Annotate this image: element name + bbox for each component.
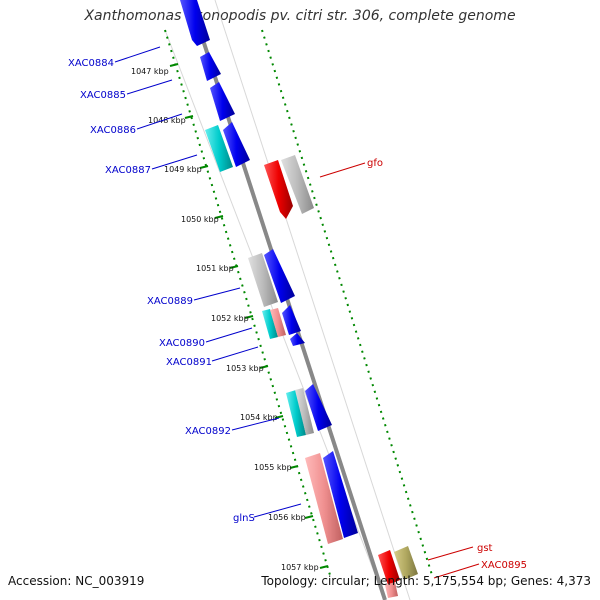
gene-label-glns: glnS [233, 513, 255, 524]
gene-feature-pink [270, 308, 286, 337]
gene-feature-red [378, 550, 400, 585]
kbp-label: 1056 kbp [268, 513, 306, 522]
gene-feature-blue [223, 122, 250, 167]
gene-label-connector [253, 503, 302, 518]
kbp-label: 1050 kbp [181, 215, 219, 224]
gene-feature-pink [385, 582, 398, 598]
major-tick [214, 215, 224, 219]
major-tick [304, 515, 314, 519]
gene-label-xac0887: XAC0887 [105, 165, 151, 176]
gene-label-gfo: gfo [367, 158, 383, 169]
gene-feature-blue [210, 82, 235, 121]
gene-feature-olive [394, 546, 418, 580]
gene-label-xac0884: XAC0884 [68, 58, 114, 69]
gene-label-connector [319, 162, 366, 178]
major-tick [289, 465, 299, 469]
gene-label-connector [151, 154, 198, 170]
gene-label-xac0886: XAC0886 [90, 125, 136, 136]
gene-feature-gray [295, 388, 314, 435]
gene-label-xac0892: XAC0892 [185, 426, 231, 437]
major-tick [169, 63, 179, 67]
gene-label-connector [126, 79, 173, 95]
gene-feature-cyan [205, 125, 233, 172]
gene-label-connector [136, 113, 183, 130]
gene-label-connector [114, 46, 161, 63]
gene-label-connector [193, 287, 241, 301]
gene-label-xac0890: XAC0890 [159, 338, 205, 349]
gene-label-gst: gst [477, 543, 493, 554]
major-tick [244, 315, 254, 319]
kbp-label: 1051 kbp [196, 264, 234, 273]
major-tick [199, 165, 209, 169]
kbp-label: 1047 kbp [131, 67, 169, 76]
gene-feature-cyan [262, 309, 278, 339]
gene-feature-blue [180, 0, 210, 46]
gene-feature-red [264, 160, 293, 219]
gene-label-xac0891: XAC0891 [166, 357, 212, 368]
gene-feature-gray [248, 253, 278, 307]
genome-summary-text: Topology: circular; Length: 5,175,554 bp… [261, 574, 591, 588]
gene-label-xac0885: XAC0885 [80, 90, 126, 101]
major-tick [274, 415, 284, 419]
gene-feature-pink [305, 453, 343, 544]
gene-label-connector [231, 417, 280, 431]
gene-feature-gray [281, 155, 314, 214]
major-tick [319, 565, 329, 569]
kbp-label: 1053 kbp [226, 364, 264, 373]
gene-feature-cyan [286, 390, 306, 437]
gene-label-connector [205, 327, 253, 343]
track-edge-right [214, 0, 411, 600]
kbp-label: 1052 kbp [211, 314, 249, 323]
major-tick [184, 115, 194, 119]
accession-text: Accession: NC_003919 [8, 574, 145, 588]
major-tick [229, 265, 239, 269]
gene-feature-blue [282, 305, 301, 335]
gene-feature-blue [290, 333, 305, 346]
gene-feature-blue [323, 451, 358, 538]
gene-label-connector [211, 346, 259, 362]
kbp-label: 1057 kbp [281, 563, 319, 572]
gene-feature-blue [200, 52, 221, 81]
kbp-label: 1048 kbp [148, 116, 186, 125]
major-tick [259, 365, 269, 369]
gene-label-connector [427, 546, 474, 561]
gene-feature-blue [264, 249, 295, 303]
kbp-label: 1054 kbp [240, 413, 278, 422]
gene-label-xac0889: XAC0889 [147, 296, 193, 307]
gene-label-connector [433, 563, 480, 579]
kbp-label: 1055 kbp [254, 463, 292, 472]
gene-label-xac0895: XAC0895 [481, 560, 527, 571]
gene-feature-blue [305, 384, 332, 431]
kbp-label: 1049 kbp [164, 165, 202, 174]
